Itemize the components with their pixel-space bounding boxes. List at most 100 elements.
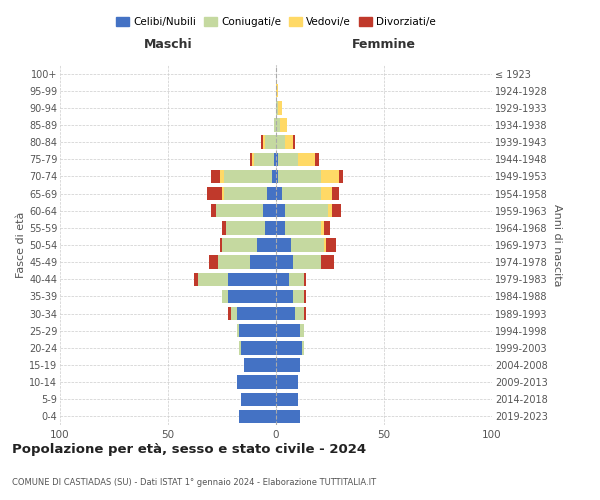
Bar — [241, 341, 276, 354]
Bar — [276, 358, 300, 372]
Bar — [222, 221, 226, 234]
Bar — [257, 238, 276, 252]
Bar — [268, 187, 276, 200]
Bar — [237, 324, 239, 338]
Bar — [291, 238, 323, 252]
Bar — [276, 307, 295, 320]
Bar — [274, 118, 276, 132]
Bar — [284, 221, 322, 234]
Bar — [230, 307, 237, 320]
Bar — [229, 307, 230, 320]
Bar — [254, 152, 274, 166]
Bar — [298, 152, 315, 166]
Bar — [222, 187, 224, 200]
Bar — [278, 170, 322, 183]
Bar — [215, 204, 263, 218]
Bar — [304, 272, 306, 286]
Bar — [222, 238, 257, 252]
Text: COMUNE DI CASTIADAS (SU) - Dati ISTAT 1° gennaio 2024 - Elaborazione TUTTITALIA.: COMUNE DI CASTIADAS (SU) - Dati ISTAT 1°… — [12, 478, 376, 487]
Bar — [276, 152, 278, 166]
Bar — [276, 170, 278, 183]
Bar — [274, 152, 276, 166]
Bar — [218, 256, 250, 269]
Bar — [239, 341, 241, 354]
Bar — [276, 221, 284, 234]
Bar — [276, 118, 280, 132]
Text: Popolazione per età, sesso e stato civile - 2024: Popolazione per età, sesso e stato civil… — [12, 442, 366, 456]
Bar — [224, 170, 272, 183]
Bar — [284, 204, 328, 218]
Bar — [293, 290, 304, 303]
Bar — [237, 376, 276, 389]
Bar — [252, 152, 254, 166]
Y-axis label: Anni di nascita: Anni di nascita — [551, 204, 562, 286]
Bar — [328, 204, 332, 218]
Bar — [278, 101, 283, 114]
Bar — [207, 187, 222, 200]
Bar — [239, 410, 276, 423]
Bar — [322, 256, 334, 269]
Bar — [224, 187, 268, 200]
Bar — [276, 410, 300, 423]
Bar — [284, 136, 293, 149]
Bar — [276, 376, 298, 389]
Bar — [276, 101, 278, 114]
Bar — [226, 221, 265, 234]
Bar — [276, 341, 302, 354]
Bar — [332, 187, 338, 200]
Bar — [323, 238, 326, 252]
Bar — [263, 204, 276, 218]
Bar — [239, 324, 276, 338]
Bar — [194, 272, 198, 286]
Bar — [276, 256, 293, 269]
Bar — [276, 187, 283, 200]
Bar — [276, 136, 284, 149]
Bar — [220, 170, 224, 183]
Bar — [220, 238, 222, 252]
Bar — [276, 290, 293, 303]
Bar — [237, 307, 276, 320]
Bar — [293, 136, 295, 149]
Bar — [289, 272, 304, 286]
Bar — [250, 256, 276, 269]
Bar — [338, 170, 343, 183]
Bar — [315, 152, 319, 166]
Bar — [280, 118, 287, 132]
Bar — [304, 307, 306, 320]
Bar — [244, 358, 276, 372]
Text: Maschi: Maschi — [143, 38, 193, 51]
Bar — [276, 84, 278, 98]
Bar — [272, 170, 276, 183]
Bar — [241, 392, 276, 406]
Bar — [209, 256, 218, 269]
Bar — [211, 204, 215, 218]
Bar — [322, 170, 338, 183]
Y-axis label: Fasce di età: Fasce di età — [16, 212, 26, 278]
Bar — [265, 136, 276, 149]
Bar — [229, 290, 276, 303]
Bar — [278, 152, 298, 166]
Text: Femmine: Femmine — [352, 38, 416, 51]
Bar — [326, 238, 337, 252]
Bar — [250, 152, 252, 166]
Bar — [211, 170, 220, 183]
Bar — [265, 221, 276, 234]
Bar — [323, 221, 330, 234]
Bar — [276, 392, 298, 406]
Bar — [300, 324, 304, 338]
Bar — [302, 341, 304, 354]
Bar — [222, 290, 229, 303]
Bar — [322, 187, 332, 200]
Bar — [276, 272, 289, 286]
Bar — [295, 307, 304, 320]
Bar — [276, 204, 284, 218]
Bar — [276, 238, 291, 252]
Bar — [332, 204, 341, 218]
Bar — [283, 187, 322, 200]
Bar — [293, 256, 322, 269]
Bar — [322, 221, 323, 234]
Bar — [198, 272, 229, 286]
Legend: Celibi/Nubili, Coniugati/e, Vedovi/e, Divorziati/e: Celibi/Nubili, Coniugati/e, Vedovi/e, Di… — [112, 12, 440, 31]
Bar — [261, 136, 263, 149]
Bar — [276, 324, 300, 338]
